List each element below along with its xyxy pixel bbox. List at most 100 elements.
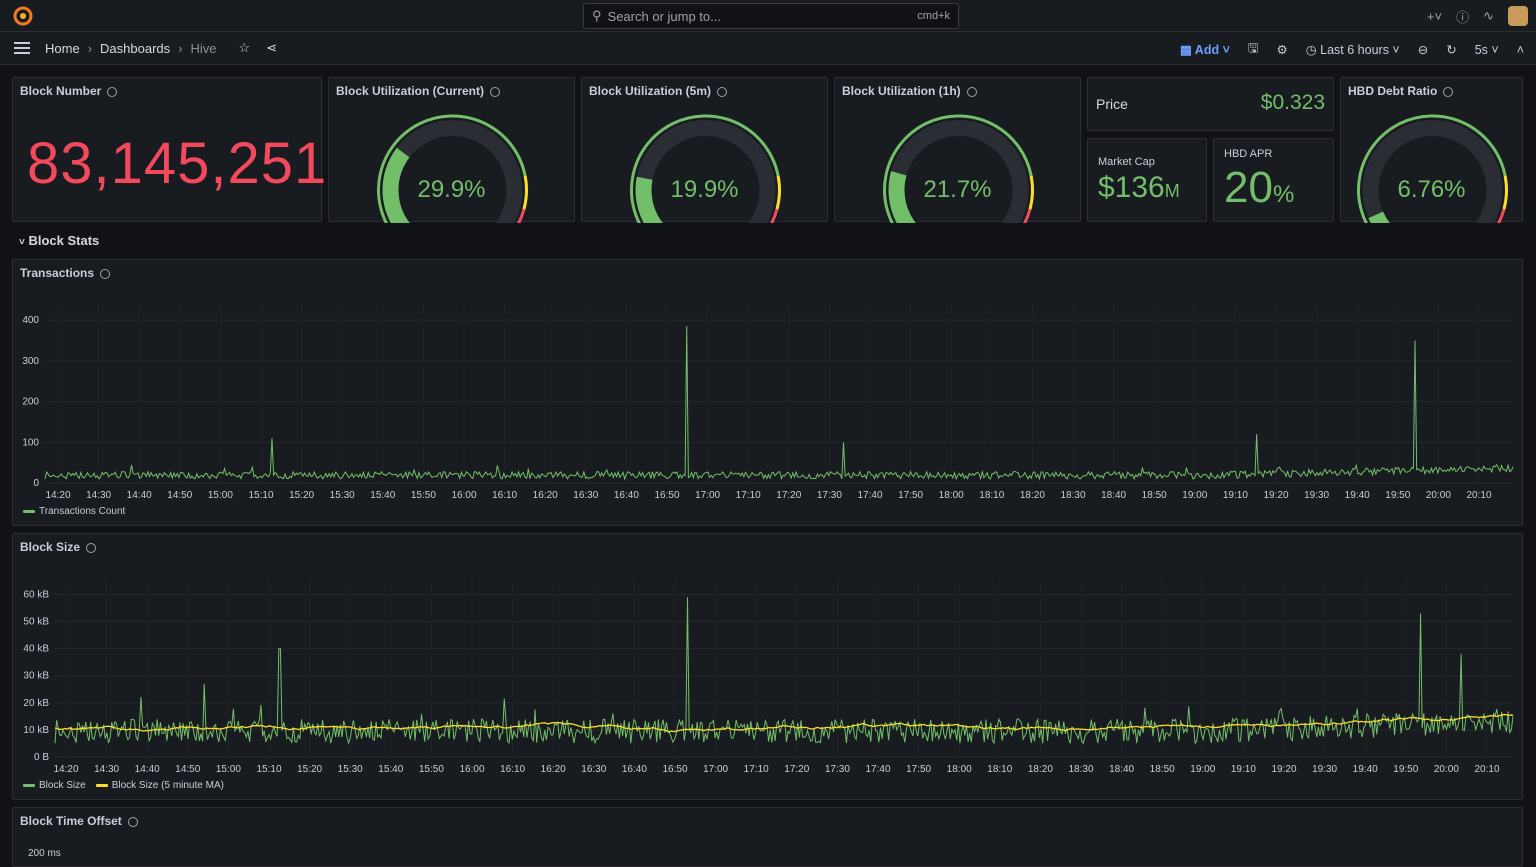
y-tick-label: 60 kB xyxy=(23,589,49,600)
avatar[interactable] xyxy=(1508,6,1528,26)
nav-bar: Home › Dashboards › Hive ☆ ⋖ ▩ Add ˅ 🖫 ⚙… xyxy=(0,32,1536,65)
gauge-threshold xyxy=(1502,175,1508,210)
breadcrumb-dashboards[interactable]: Dashboards xyxy=(100,40,171,56)
breadcrumb-current: Hive xyxy=(190,40,217,56)
panel-block-time-offset: Block Time Offset 200 ms xyxy=(12,807,1523,867)
info-icon[interactable] xyxy=(490,87,501,97)
plus-icon[interactable]: +˅ xyxy=(1426,8,1443,24)
block-number-value: 83,145,251 xyxy=(27,131,328,196)
x-tick-label: 19:30 xyxy=(1312,764,1337,775)
zoom-out-icon[interactable]: ⊖ xyxy=(1417,43,1429,57)
gauge-threshold xyxy=(516,208,526,223)
y-tick-label: 20 kB xyxy=(23,698,49,709)
gauge xyxy=(883,114,1034,223)
x-tick-label: 19:40 xyxy=(1353,764,1378,775)
info-icon[interactable] xyxy=(717,87,728,97)
breadcrumb-home[interactable]: Home xyxy=(45,40,80,56)
series-line xyxy=(54,597,1514,745)
gauge-threshold xyxy=(1022,208,1032,223)
x-tick-label: 17:50 xyxy=(898,490,923,501)
x-tick-label: 20:00 xyxy=(1426,490,1451,501)
save-icon[interactable]: 🖫 xyxy=(1247,41,1259,55)
x-tick-label: 18:40 xyxy=(1109,764,1134,775)
gauge-track xyxy=(1362,120,1503,223)
y-tick-label: 40 kB xyxy=(23,644,49,655)
x-tick-label: 18:20 xyxy=(1028,764,1053,775)
x-tick-label: 16:40 xyxy=(622,764,647,775)
x-tick-label: 19:00 xyxy=(1182,490,1207,501)
x-tick-label: 16:20 xyxy=(533,490,558,501)
info-icon[interactable] xyxy=(86,543,97,553)
panel-price: Price $0.323 xyxy=(1087,77,1334,131)
search-input[interactable]: ⚲ Search or jump to... cmd+k xyxy=(583,3,959,29)
panel-transactions: Transactions 0 100 200 300 400 14:20 14:30 14:4… xyxy=(12,259,1523,526)
series-line xyxy=(44,326,1514,481)
panel-title: Price xyxy=(1096,96,1128,112)
info-icon[interactable] xyxy=(100,269,111,279)
x-tick-label: 15:10 xyxy=(256,764,281,775)
time-range-picker[interactable]: ◷ Last 6 hours ˅ xyxy=(1305,43,1400,57)
gear-icon[interactable]: ⚙ xyxy=(1276,43,1288,57)
gauge-fill xyxy=(888,171,916,223)
x-tick-label: 17:10 xyxy=(744,764,769,775)
chevron-right-icon: › xyxy=(87,40,93,56)
x-tick-label: 14:40 xyxy=(127,490,152,501)
refresh-button[interactable]: ↻ xyxy=(1446,43,1457,57)
legend-item[interactable]: Transactions Count xyxy=(23,506,125,517)
chevron-right-icon: › xyxy=(178,40,183,56)
x-tick-label: 15:10 xyxy=(248,490,273,501)
help-icon[interactable]: ⓘ xyxy=(1456,9,1470,25)
panel-title: Block Number xyxy=(20,84,102,98)
market-cap-value: $136 xyxy=(1098,171,1165,204)
x-tick-label: 15:20 xyxy=(289,490,314,501)
search-placeholder: Search or jump to... xyxy=(607,8,721,24)
panel-title: Block Time Offset xyxy=(20,814,122,828)
info-icon[interactable] xyxy=(966,87,977,97)
x-tick-label: 15:50 xyxy=(411,490,436,501)
star-icon[interactable]: ☆ xyxy=(238,40,251,55)
panel-title: Block Size xyxy=(20,540,81,554)
gauge-value: 21.7% xyxy=(923,176,992,203)
grafana-logo-icon[interactable] xyxy=(12,5,34,27)
refresh-interval[interactable]: 5s ˅ xyxy=(1474,42,1499,57)
collapse-icon[interactable]: ˄ xyxy=(1516,42,1524,57)
gauge-fill xyxy=(635,176,663,223)
x-tick-label: 16:10 xyxy=(500,764,525,775)
share-icon[interactable]: ⋖ xyxy=(266,40,278,55)
x-tick-label: 17:40 xyxy=(865,764,890,775)
info-icon[interactable] xyxy=(127,817,138,827)
x-tick-label: 14:20 xyxy=(53,764,78,775)
x-tick-label: 18:30 xyxy=(1068,764,1093,775)
panel-title: Block Utilization (Current) xyxy=(336,84,485,98)
gauge-fill xyxy=(1368,211,1390,223)
x-tick-label: 15:20 xyxy=(297,764,322,775)
gauge-value: 29.9% xyxy=(417,176,486,203)
x-tick-label: 17:50 xyxy=(906,764,931,775)
info-icon[interactable] xyxy=(107,87,118,97)
x-tick-label: 16:10 xyxy=(492,490,517,501)
menu-icon[interactable] xyxy=(14,42,30,54)
x-tick-label: 19:10 xyxy=(1231,764,1256,775)
y-tick-label: 10 kB xyxy=(23,725,49,736)
legend-item[interactable]: Block Size (5 minute MA) xyxy=(95,780,224,791)
gauge-threshold xyxy=(769,208,779,223)
row-block-stats[interactable]: ˅ Block Stats xyxy=(19,233,99,248)
y-tick-label: 400 xyxy=(22,315,39,326)
series-line xyxy=(54,713,1514,733)
info-icon[interactable] xyxy=(1443,87,1454,97)
x-tick-label: 16:30 xyxy=(573,490,598,501)
x-tick-label: 15:40 xyxy=(370,490,395,501)
x-tick-label: 19:40 xyxy=(1345,490,1370,501)
legend-item[interactable]: Block Size xyxy=(23,780,86,791)
x-tick-label: 20:10 xyxy=(1474,764,1499,775)
x-tick-label: 15:30 xyxy=(338,764,363,775)
gauge-threshold xyxy=(1496,208,1506,223)
news-icon[interactable]: ∿ xyxy=(1483,8,1494,23)
add-button[interactable]: ▩ Add ˅ xyxy=(1179,43,1230,57)
x-tick-label: 14:50 xyxy=(175,764,200,775)
hbd-apr-value: 20 xyxy=(1224,163,1273,212)
x-tick-label: 14:30 xyxy=(86,490,111,501)
x-tick-label: 19:00 xyxy=(1190,764,1215,775)
x-tick-label: 16:50 xyxy=(654,490,679,501)
x-tick-label: 16:00 xyxy=(451,490,476,501)
